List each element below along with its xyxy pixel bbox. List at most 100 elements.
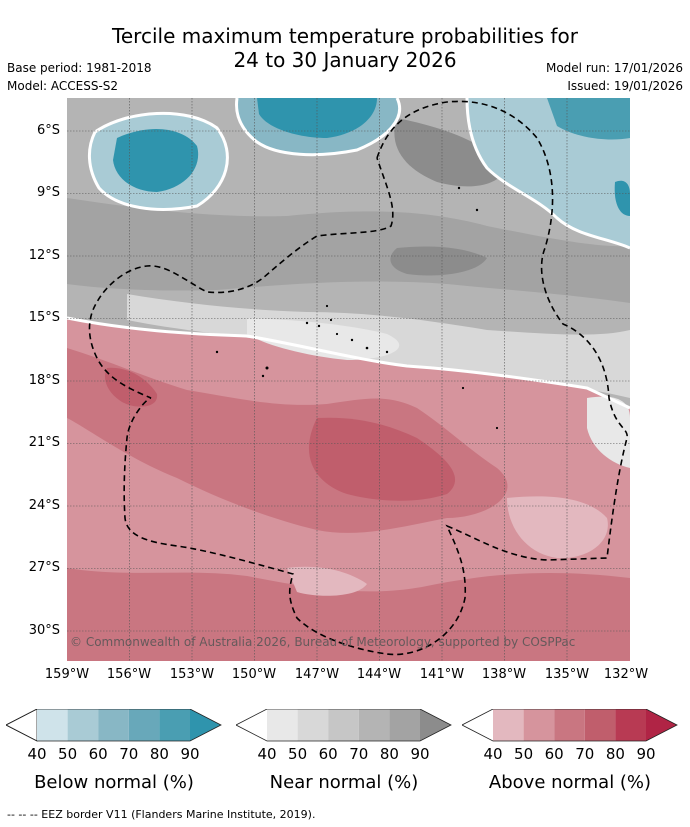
legend-tick: 50 (58, 745, 78, 763)
lat-label: 6°S (36, 123, 60, 138)
lon-label: 147°W (294, 667, 340, 682)
legend-tick: 60 (88, 745, 108, 763)
below-normal-northeast-core (547, 98, 630, 140)
boundary-below-west (88, 111, 229, 211)
colorbar-swatch (615, 709, 646, 741)
lon-label: 144°W (356, 667, 402, 682)
colorbar-swatch (493, 709, 524, 741)
lat-label: 18°S (28, 373, 60, 388)
colorbar-swatch (37, 709, 68, 741)
lat-label: 24°S (28, 498, 60, 513)
legend-title: Below normal (%) (34, 772, 194, 793)
above-normal-south (67, 568, 630, 661)
legend-tick: 90 (180, 745, 200, 763)
near-normal-darkest-1 (390, 246, 487, 276)
lon-label: 138°W (481, 667, 527, 682)
colorbar-swatch (267, 709, 298, 741)
lat-label: 30°S (28, 623, 60, 638)
legend-title: Near normal (%) (269, 772, 419, 793)
islands (215, 186, 499, 430)
colorbar-outline (462, 709, 678, 742)
colorbar-swatch (159, 709, 190, 741)
lon-label: 150°W (231, 667, 277, 682)
colorbar-outline (236, 709, 452, 742)
map-svg (67, 98, 630, 661)
lat-label: 12°S (28, 248, 60, 263)
colorbar-swatch (358, 709, 390, 741)
near-normal-darkest-2 (394, 118, 507, 187)
legend-title: Above normal (%) (488, 772, 652, 793)
legend-tick: 60 (318, 745, 338, 763)
lat-label: 9°S (36, 185, 60, 200)
colorbar-near (236, 709, 452, 742)
legend-tick: 50 (514, 745, 534, 763)
legend-tick: 50 (288, 745, 308, 763)
map-panel (67, 98, 630, 661)
legend-tick: 40 (257, 745, 277, 763)
lat-label: 27°S (28, 560, 60, 575)
below-normal-north-core (257, 98, 377, 138)
colorbar-swatch (297, 709, 329, 741)
colorbar-swatch (389, 709, 420, 741)
legend-tick: 90 (636, 745, 656, 763)
legend-tick: 70 (575, 745, 595, 763)
legend-tick: 70 (349, 745, 369, 763)
legend-below-normal: 40 50 60 70 80 90 Below normal (%) (6, 709, 222, 793)
below-normal-west-core (113, 128, 199, 192)
eez-note: -- -- -- EEZ border V11 (Flanders Marine… (7, 808, 316, 821)
above-normal-light-patch-2 (287, 566, 367, 596)
near-normal-east-light (587, 396, 630, 468)
lon-label: 156°W (106, 667, 152, 682)
colorbar-swatch (328, 709, 359, 741)
legend-tick: 70 (119, 745, 139, 763)
colorbar-swatch (190, 709, 221, 741)
map-title: Tercile maximum temperature probabilitie… (0, 24, 690, 72)
lat-label: 15°S (28, 310, 60, 325)
colorbar-swatch (236, 709, 267, 741)
above-normal-80-west (104, 367, 158, 407)
lon-label: 135°W (544, 667, 590, 682)
graticule (67, 98, 630, 661)
lon-label: 153°W (169, 667, 215, 682)
colorbar-swatch (523, 709, 555, 741)
colorbar-swatch (646, 709, 677, 741)
colorbar-swatch (420, 709, 451, 741)
legend-tick: 80 (149, 745, 169, 763)
legend-tick: 40 (483, 745, 503, 763)
boundary-below-north (235, 98, 402, 157)
legend-tick: 60 (544, 745, 564, 763)
title-line-1: Tercile maximum temperature probabilitie… (112, 24, 578, 48)
below-normal-east-core (614, 180, 630, 216)
meta-left: Base period: 1981-2018 Model: ACCESS-S2 (7, 59, 152, 95)
legend-tick: 80 (379, 745, 399, 763)
colorbar-outline (6, 709, 222, 742)
colorbar-swatch (462, 709, 493, 741)
legend-near-normal: 40 50 60 70 80 90 Near normal (%) (236, 709, 452, 793)
lon-label: 159°W (44, 667, 90, 682)
above-normal-80 (308, 417, 456, 501)
legend-above-normal: 40 50 60 70 80 90 Above normal (%) (462, 709, 678, 793)
colorbar-below (6, 709, 222, 742)
issued-date: Issued: 19/01/2026 (567, 79, 683, 93)
lat-label: 21°S (28, 435, 60, 450)
base-period: Base period: 1981-2018 (7, 61, 152, 75)
legend-ticks: 40 50 60 70 80 90 (462, 745, 678, 765)
legend-tick: 80 (605, 745, 625, 763)
above-normal-light-patch (507, 496, 608, 559)
lon-label: 141°W (419, 667, 465, 682)
colorbar-swatch (554, 709, 585, 741)
legend-ticks: 40 50 60 70 80 90 (6, 745, 222, 765)
copyright-notice: © Commonwealth of Australia 2026, Bureau… (70, 635, 576, 649)
near-normal-dark-band (67, 198, 630, 303)
legend-tick: 90 (410, 745, 430, 763)
colorbar-swatch (67, 709, 99, 741)
title-line-2: 24 to 30 January 2026 (233, 48, 457, 72)
legend-tick: 40 (27, 745, 47, 763)
colorbar-swatch (128, 709, 160, 741)
boundary-above (67, 316, 630, 410)
meta-right: Model run: 17/01/2026 Issued: 19/01/2026 (546, 59, 683, 95)
model-name: Model: ACCESS-S2 (7, 79, 119, 93)
colorbar-swatch (6, 709, 38, 742)
colorbar-above (462, 709, 678, 742)
boundary-below-ne (465, 98, 630, 250)
